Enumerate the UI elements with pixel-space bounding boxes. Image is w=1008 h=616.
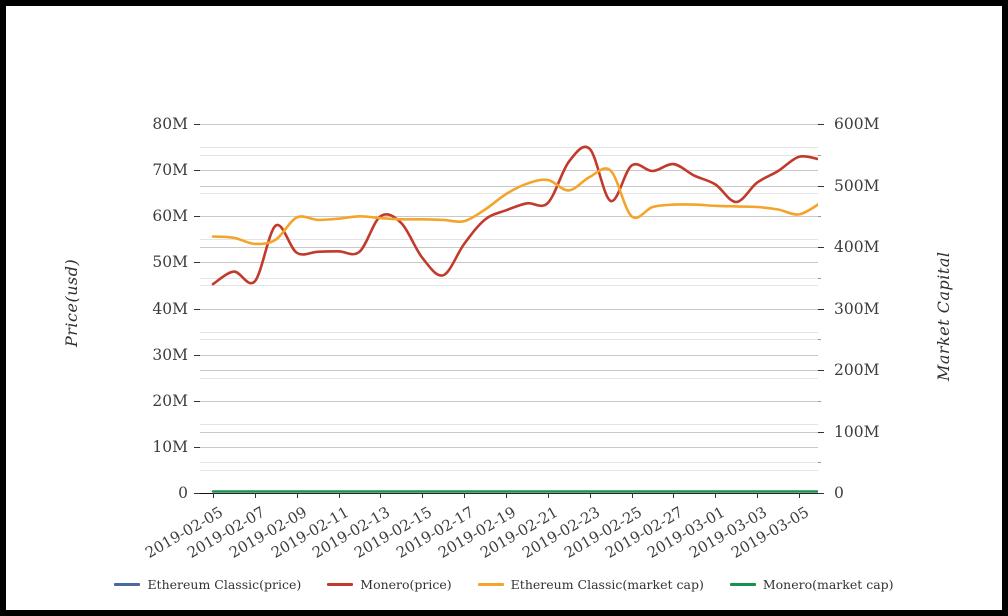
gridline-minor	[200, 339, 818, 341]
left-axis-tick-label: 80M	[152, 115, 188, 133]
left-axis-title: Price(usd)	[62, 258, 81, 348]
gridline-minor	[200, 239, 818, 241]
gridline-minor	[200, 147, 818, 149]
right-axis-tick-label: 200M	[834, 361, 880, 379]
plot-area	[211, 145, 818, 493]
x-tick-mark	[673, 493, 675, 498]
right-tick-mark	[818, 370, 824, 371]
series-line-monero-price-	[211, 145, 818, 286]
x-tick-mark	[715, 493, 717, 498]
legend-item: Ethereum Classic(market cap)	[477, 577, 704, 592]
chart-canvas: 0 10M 20M 30M 40M 50M 60M 70M 80M 0 100M 200M 300M 4…	[6, 6, 1002, 610]
right-tick-mark	[818, 493, 824, 494]
gridline-major	[200, 170, 818, 172]
x-tick-mark	[296, 493, 298, 498]
series-line-ethereum-classic-market-cap-	[211, 167, 818, 246]
right-tick-mark-minor	[818, 339, 821, 341]
left-axis-tick-label: 10M	[152, 437, 188, 456]
x-tick-mark	[589, 493, 591, 498]
x-tick-mark	[422, 493, 424, 498]
left-tick-mark	[194, 124, 200, 125]
gridline-major	[200, 400, 818, 402]
legend-item: Ethereum Classic(price)	[114, 577, 301, 592]
left-axis-tick-label: 20M	[152, 391, 188, 410]
left-tick-mark	[194, 216, 200, 218]
right-axis-tick-label: 600M	[834, 115, 880, 133]
legend-line-icon	[114, 583, 141, 586]
gridline-minor	[200, 285, 818, 287]
left-axis-tick-label: 50M	[152, 253, 188, 272]
gridline-major	[200, 431, 818, 433]
right-tick-mark-minor	[818, 216, 821, 218]
legend-label: Monero(market cap)	[762, 577, 894, 592]
right-tick-mark	[818, 124, 824, 125]
gridline-major	[200, 247, 818, 248]
gridline-minor	[200, 331, 818, 333]
gridline-minor	[200, 469, 818, 471]
gridline-major	[200, 446, 818, 448]
x-tick-mark	[338, 493, 340, 498]
left-tick-mark	[194, 262, 200, 264]
x-tick-mark	[757, 493, 759, 498]
right-axis-tick-label: 400M	[834, 238, 880, 256]
legend-label: Monero(price)	[360, 577, 452, 592]
gridline-major	[200, 124, 818, 125]
right-tick-mark	[818, 308, 824, 310]
gridline-minor	[200, 462, 818, 464]
gridline-minor	[200, 154, 818, 156]
right-tick-mark-minor	[818, 277, 821, 279]
right-tick-mark-minor	[818, 462, 821, 464]
x-tick-mark	[799, 493, 801, 498]
right-axis-tick-label: 0	[834, 484, 844, 502]
left-tick-mark	[194, 354, 200, 356]
x-axis-line	[200, 493, 818, 494]
right-axis-tick-label: 300M	[834, 299, 880, 318]
right-axis-tick-label: 500M	[834, 176, 880, 195]
legend-line-icon	[477, 583, 504, 586]
x-tick-mark	[213, 493, 214, 498]
left-axis-tick-label: 40M	[152, 299, 188, 318]
gridline-minor	[200, 377, 818, 379]
gridline-minor	[200, 277, 818, 279]
x-tick-mark	[547, 493, 549, 498]
right-tick-mark	[818, 247, 824, 248]
gridline-minor	[200, 423, 818, 425]
right-axis-title: Market Capital	[934, 251, 953, 382]
x-tick-mark	[380, 493, 382, 498]
left-tick-mark	[194, 493, 200, 494]
left-axis-tick-label: 70M	[152, 161, 188, 180]
right-axis-tick-label: 100M	[834, 422, 880, 441]
left-axis-tick-label: 0	[178, 484, 188, 502]
x-tick-mark	[254, 493, 256, 498]
legend-label: Ethereum Classic(price)	[147, 577, 302, 592]
legend: Ethereum Classic(price) Monero(price) Ethe…	[6, 577, 1002, 592]
left-tick-mark	[194, 170, 200, 172]
gridline-major	[200, 308, 818, 310]
x-tick-mark	[464, 493, 466, 498]
legend-line-icon	[729, 583, 756, 586]
right-tick-mark	[818, 431, 824, 433]
gridline-major	[200, 262, 818, 264]
right-tick-mark-minor	[818, 400, 821, 402]
left-tick-mark	[194, 446, 200, 448]
left-axis-tick-label: 30M	[152, 345, 188, 364]
left-tick-mark	[194, 400, 200, 402]
zero-tick	[194, 493, 214, 494]
gridline-major	[200, 354, 818, 356]
left-tick-mark	[194, 308, 200, 310]
left-axis-tick-label: 60M	[152, 207, 188, 226]
gridline-major	[200, 216, 818, 218]
legend-label: Ethereum Classic(market cap)	[510, 577, 704, 592]
right-tick-mark	[818, 185, 824, 187]
x-tick-mark	[631, 493, 633, 498]
gridline-major	[200, 370, 818, 371]
legend-line-icon	[327, 583, 354, 586]
gridline-major	[200, 185, 818, 187]
legend-item: Monero(price)	[327, 577, 452, 592]
legend-item: Monero(market cap)	[729, 577, 894, 592]
right-tick-mark-minor	[818, 154, 821, 156]
x-tick-mark	[506, 493, 508, 498]
